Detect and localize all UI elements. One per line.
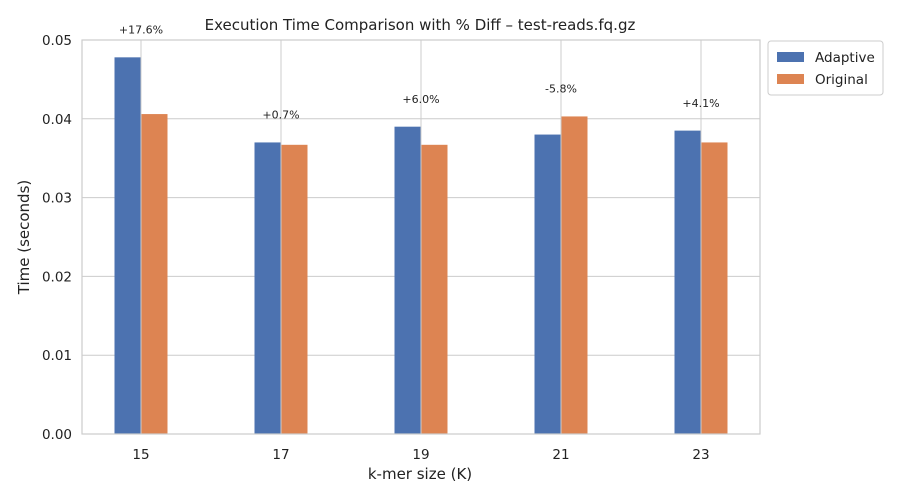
legend-label: Original [815,72,868,88]
y-tick-label: 0.04 [42,112,72,128]
bar-original-17 [281,144,308,434]
pct-diff-label: -5.8% [545,83,577,96]
bar-adaptive-21 [534,134,561,434]
y-tick-label: 0.01 [42,348,72,364]
annotations-group: +17.6% +0.7% +6.0% -5.8% +4.1% [119,24,720,122]
pct-diff-label: +0.7% [262,109,299,122]
y-axis-label: Time (seconds) [15,180,33,296]
x-tick-label: 21 [552,447,569,463]
bar-adaptive-23 [674,130,701,434]
y-tick-label: 0.03 [42,191,72,207]
bar-adaptive-15 [114,57,141,434]
y-tick-label: 0.05 [42,33,72,49]
bars-group [114,57,728,435]
legend-swatch [777,52,804,62]
legend: Adaptive Original [767,40,884,96]
y-tick-label: 0.00 [42,427,72,443]
pct-diff-label: +6.0% [402,93,439,106]
x-tick-label: 19 [412,447,429,463]
legend-label: Adaptive [815,50,875,66]
chart-title: Execution Time Comparison with % Diff – … [205,16,636,34]
pct-diff-label: +4.1% [682,97,719,110]
legend-swatch [777,74,804,84]
bar-adaptive-19 [394,126,421,435]
bar-original-23 [701,142,728,434]
y-tick-label: 0.02 [42,269,72,285]
x-tick-label: 23 [692,447,709,463]
pct-diff-label: +17.6% [119,24,163,37]
bar-original-15 [141,114,168,435]
plot-frame [81,39,761,435]
y-tick-labels: 0.00 0.01 0.02 0.03 0.04 0.05 [42,33,72,443]
x-tick-labels: 15 17 19 21 23 [132,447,709,463]
bar-original-21 [561,116,588,434]
x-axis-label: k-mer size (K) [368,465,472,483]
x-tick-label: 17 [272,447,289,463]
bar-original-19 [421,144,448,434]
bar-adaptive-17 [254,142,281,434]
x-tick-label: 15 [132,447,149,463]
